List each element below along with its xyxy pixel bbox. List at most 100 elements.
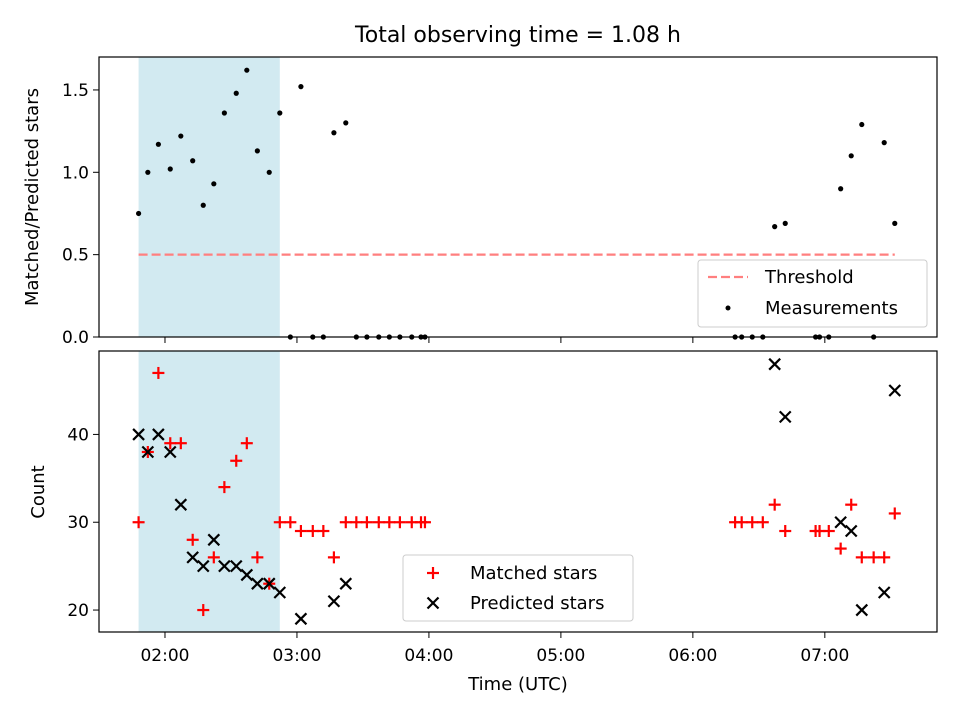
matched-star-marker bbox=[207, 551, 220, 564]
highlight-span-rect bbox=[138, 351, 280, 632]
matched-star-marker bbox=[867, 551, 880, 564]
y-tick-label: 0.5 bbox=[62, 246, 89, 266]
matched-star-marker bbox=[878, 551, 891, 564]
predicted-star-marker bbox=[877, 586, 891, 599]
top-legend: Threshold Measurements bbox=[697, 259, 928, 328]
matched-star-marker bbox=[317, 525, 330, 538]
predicted-star-marker bbox=[174, 498, 188, 511]
matched-star-marker bbox=[240, 437, 253, 450]
matched-star-marker bbox=[372, 516, 385, 529]
measurement-point bbox=[221, 110, 227, 116]
legend-predicted-label: Predicted stars bbox=[470, 593, 604, 614]
bottom-y-axis-label: Count bbox=[28, 465, 49, 518]
predicted-star-marker bbox=[163, 445, 177, 459]
matched-star-marker bbox=[393, 516, 406, 529]
top-panel: 0.0 0.5 1.0 1.5 Matched/Predicted stars Thr… bbox=[22, 56, 938, 348]
matched-star-marker bbox=[822, 525, 835, 538]
bottom-highlight-span bbox=[138, 351, 280, 632]
predicted-star-marker bbox=[132, 428, 145, 441]
measurement-point bbox=[155, 141, 161, 147]
y-tick-label: 20 bbox=[67, 601, 89, 621]
y-tick-label: 30 bbox=[67, 513, 89, 533]
predicted-star-marker bbox=[888, 384, 902, 397]
legend-matched-swatch bbox=[427, 567, 439, 579]
measurement-point bbox=[343, 120, 349, 126]
x-axis-label: Time (UTC) bbox=[467, 674, 568, 695]
predicted-stars-markers bbox=[132, 357, 902, 626]
predicted-star-marker bbox=[339, 577, 353, 590]
matched-star-marker bbox=[152, 366, 165, 379]
measurement-point bbox=[331, 130, 337, 136]
matched-stars-markers bbox=[132, 366, 901, 617]
measurement-point bbox=[200, 202, 206, 208]
predicted-star-marker bbox=[778, 410, 792, 424]
measurement-point bbox=[892, 220, 898, 226]
top-highlight-span bbox=[138, 57, 280, 337]
legend-threshold-label: Threshold bbox=[764, 267, 854, 288]
measurement-point bbox=[254, 148, 260, 154]
matched-star-marker bbox=[360, 516, 373, 529]
matched-star-marker bbox=[327, 551, 340, 564]
matched-star-marker bbox=[294, 525, 307, 538]
matched-star-marker bbox=[746, 516, 759, 529]
predicted-star-marker bbox=[186, 551, 199, 564]
measurement-point bbox=[135, 210, 142, 217]
matched-star-marker bbox=[768, 498, 781, 511]
matched-star-marker bbox=[350, 516, 363, 529]
bottom-panel: 20 30 40 02:00 03:00 04:00 05:00 06:00 07:00 Co… bbox=[28, 350, 938, 695]
predicted-star-marker bbox=[218, 559, 231, 573]
legend-predicted-swatch bbox=[426, 596, 440, 610]
bottom-axes-frame bbox=[98, 350, 938, 633]
predicted-star-marker bbox=[141, 445, 155, 459]
matched-star-marker bbox=[834, 542, 847, 555]
measurement-point bbox=[782, 220, 788, 226]
matched-star-marker bbox=[284, 516, 297, 529]
measurement-point bbox=[167, 166, 173, 172]
matched-star-marker bbox=[855, 551, 868, 564]
predicted-star-marker bbox=[855, 603, 869, 617]
y-tick-label: 0.0 bbox=[62, 328, 89, 348]
x-tick-label: 04:00 bbox=[404, 646, 453, 666]
matched-star-marker bbox=[339, 516, 352, 529]
predicted-star-marker bbox=[251, 577, 264, 590]
x-tick-label: 07:00 bbox=[800, 646, 849, 666]
predicted-star-marker bbox=[196, 559, 210, 573]
x-tick-label: 02:00 bbox=[140, 646, 189, 666]
measurement-point bbox=[266, 169, 272, 175]
matched-star-marker bbox=[186, 533, 199, 546]
measurement-point bbox=[848, 153, 854, 159]
measurement-point bbox=[298, 84, 304, 90]
matched-star-marker bbox=[756, 516, 769, 529]
predicted-star-marker bbox=[768, 357, 781, 371]
measurement-point bbox=[211, 181, 217, 187]
matched-star-marker bbox=[845, 498, 858, 511]
legend-measurements-swatch bbox=[725, 305, 731, 311]
measurement-point bbox=[881, 140, 887, 146]
bottom-y-ticks: 20 30 40 bbox=[67, 425, 99, 621]
matched-star-marker bbox=[383, 516, 396, 529]
legend-matched-label: Matched stars bbox=[470, 563, 597, 584]
matched-star-marker bbox=[164, 437, 177, 450]
bottom-x-ticks: 02:00 03:00 04:00 05:00 06:00 07:00 bbox=[140, 632, 849, 666]
matched-star-marker bbox=[174, 437, 187, 450]
legend-measurements-label: Measurements bbox=[765, 298, 898, 319]
predicted-star-marker bbox=[152, 428, 165, 441]
measurement-point bbox=[233, 90, 239, 96]
predicted-star-marker bbox=[262, 577, 276, 590]
matched-star-marker bbox=[418, 516, 431, 529]
measurement-point bbox=[277, 110, 283, 116]
matched-star-marker bbox=[218, 481, 231, 494]
bottom-legend-box bbox=[402, 554, 634, 622]
measurement-point bbox=[190, 158, 196, 164]
predicted-star-marker bbox=[327, 594, 341, 608]
top-axes-frame bbox=[98, 56, 938, 338]
top-x-ticks bbox=[164, 337, 826, 343]
y-tick-label: 40 bbox=[67, 425, 89, 445]
matched-star-marker bbox=[735, 516, 748, 529]
matched-star-marker bbox=[273, 516, 286, 529]
predicted-star-marker bbox=[294, 612, 308, 626]
measurement-point bbox=[145, 169, 151, 175]
measurement-point bbox=[859, 121, 865, 128]
y-tick-label: 1.0 bbox=[62, 163, 89, 183]
